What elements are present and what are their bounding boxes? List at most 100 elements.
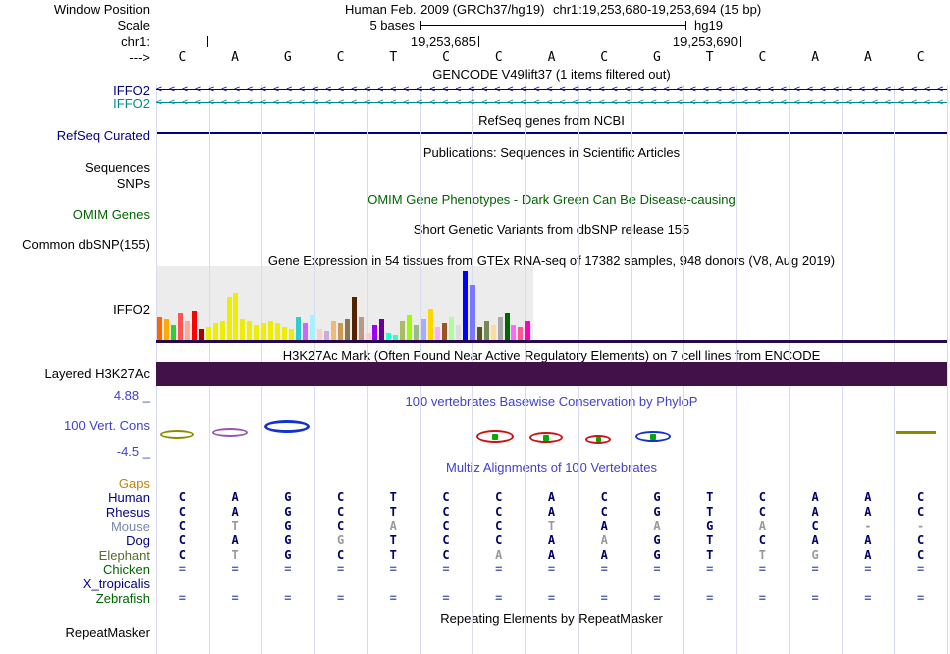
gtex-expression-bar[interactable] bbox=[421, 319, 427, 341]
gtex-expression-bar[interactable] bbox=[337, 323, 343, 341]
gtex-expression-bar[interactable] bbox=[428, 309, 434, 341]
gtex-expression-bar[interactable] bbox=[504, 313, 510, 341]
gtex-expression-bar[interactable] bbox=[170, 325, 176, 341]
gtex-expression-bar[interactable] bbox=[455, 325, 461, 341]
gtex-expression-bar[interactable] bbox=[365, 333, 371, 341]
gtex-expression-bar[interactable] bbox=[226, 297, 232, 341]
sequences-track-label[interactable]: Sequences bbox=[84, 160, 150, 175]
gtex-expression-bar[interactable] bbox=[462, 271, 468, 341]
gtex-expression-bar[interactable] bbox=[407, 315, 413, 341]
gtex-gene-label[interactable]: IFFO2 bbox=[113, 302, 150, 317]
snps-track-label[interactable]: SNPs bbox=[116, 176, 150, 191]
gtex-expression-bar[interactable] bbox=[483, 321, 489, 341]
gtex-expression-bar[interactable] bbox=[344, 319, 350, 341]
species-label-rhesus[interactable]: Rhesus bbox=[105, 505, 150, 520]
gene-label-iffo2-1[interactable]: IFFO2 bbox=[113, 83, 150, 98]
gtex-expression-bar[interactable] bbox=[476, 327, 482, 341]
alignment-base: A bbox=[811, 490, 819, 504]
h3k27ac-signal-band[interactable] bbox=[156, 362, 947, 386]
ruler-coord-right: 19,253,690 bbox=[672, 34, 738, 49]
species-label-elephant[interactable]: Elephant bbox=[98, 548, 150, 563]
gene-body-line[interactable] bbox=[156, 89, 947, 90]
gtex-expression-bar[interactable] bbox=[525, 321, 531, 341]
alignment-base: = bbox=[336, 591, 345, 605]
gtex-expression-bar[interactable] bbox=[219, 321, 225, 341]
gene-strand-arrows[interactable]: <<<<<<<<<<<<<<<<<<<<<<<<<<<<<<<<<<<<<<<<… bbox=[156, 97, 947, 108]
repeatmasker-track-label[interactable]: RepeatMasker bbox=[65, 625, 150, 640]
gene-body-line[interactable] bbox=[156, 102, 947, 103]
alignment-base: T bbox=[706, 548, 714, 562]
refseq-curated-label[interactable]: RefSeq Curated bbox=[56, 128, 150, 143]
gtex-expression-bar[interactable] bbox=[261, 323, 267, 341]
species-label-chicken[interactable]: Chicken bbox=[103, 562, 150, 577]
gtex-expression-bar[interactable] bbox=[358, 317, 364, 341]
gtex-expression-bar[interactable] bbox=[400, 321, 406, 341]
gtex-expression-bar[interactable] bbox=[296, 317, 301, 341]
alignment-base: = bbox=[231, 591, 239, 605]
gtex-expression-bar[interactable] bbox=[316, 329, 322, 341]
species-label-dog[interactable]: Dog bbox=[126, 533, 150, 548]
alignment-base: = bbox=[389, 591, 397, 605]
gtex-expression-bar[interactable] bbox=[372, 325, 378, 341]
gtex-expression-bar[interactable] bbox=[247, 321, 253, 341]
chrom-label: chr1: bbox=[121, 34, 150, 49]
gtex-expression-bar[interactable] bbox=[233, 293, 239, 341]
gtex-expression-bar[interactable] bbox=[184, 321, 190, 341]
phylop-track-label[interactable]: 100 Vert. Cons bbox=[64, 418, 150, 433]
dbsnp-track-label[interactable]: Common dbSNP(155) bbox=[22, 237, 150, 252]
ruler-tick bbox=[207, 36, 208, 47]
species-label-mouse[interactable]: Mouse bbox=[110, 519, 150, 534]
gtex-expression-bar[interactable] bbox=[497, 317, 503, 341]
gtex-expression-bar[interactable] bbox=[275, 323, 281, 341]
gtex-expression-bar[interactable] bbox=[205, 327, 211, 341]
species-label-human[interactable]: Human bbox=[108, 490, 150, 505]
gtex-expression-bar[interactable] bbox=[490, 325, 496, 341]
alignment-base: C bbox=[178, 490, 186, 504]
alignment-base: G bbox=[653, 490, 661, 504]
gtex-expression-bar[interactable] bbox=[163, 319, 169, 341]
gtex-expression-bar[interactable] bbox=[469, 285, 475, 341]
sequence-base: C bbox=[336, 50, 345, 65]
gtex-expression-bar[interactable] bbox=[441, 323, 447, 341]
gtex-expression-bar[interactable] bbox=[323, 331, 329, 341]
gtex-expression-bar[interactable] bbox=[157, 317, 162, 341]
alignment-base: C bbox=[442, 519, 450, 533]
gene-label-iffo2-2[interactable]: IFFO2 bbox=[113, 96, 150, 111]
alignment-base: C bbox=[917, 505, 925, 519]
gtex-expression-bar[interactable] bbox=[351, 297, 357, 341]
gtex-expression-bar[interactable] bbox=[177, 313, 183, 341]
gtex-expression-bar[interactable] bbox=[254, 325, 260, 341]
gtex-expression-bar[interactable] bbox=[268, 321, 274, 341]
refseq-gene-bar[interactable] bbox=[156, 132, 947, 134]
gtex-expression-bar[interactable] bbox=[511, 325, 517, 341]
gtex-expression-bar[interactable] bbox=[448, 317, 454, 341]
gtex-expression-bar[interactable] bbox=[435, 327, 440, 341]
gtex-expression-bar[interactable] bbox=[212, 323, 218, 341]
gene-strand-arrows[interactable]: <<<<<<<<<<<<<<<<<<<<<<<<<<<<<<<<<<<<<<<<… bbox=[156, 84, 947, 95]
h3k27ac-title: H3K27Ac Mark (Often Found Near Active Re… bbox=[282, 348, 821, 363]
gtex-expression-bar[interactable] bbox=[289, 329, 295, 341]
h3k27ac-track-label[interactable]: Layered H3K27Ac bbox=[44, 366, 150, 381]
gtex-expression-bar[interactable] bbox=[393, 335, 399, 341]
publications-title: Publications: Sequences in Scientific Ar… bbox=[422, 145, 681, 160]
species-label-gaps[interactable]: Gaps bbox=[118, 476, 150, 491]
gtex-expression-bar[interactable] bbox=[198, 329, 204, 341]
gtex-expression-bar[interactable] bbox=[518, 327, 524, 341]
gtex-expression-bar[interactable] bbox=[309, 315, 315, 341]
gtex-expression-bar[interactable] bbox=[191, 311, 197, 341]
gtex-expression-bar[interactable] bbox=[386, 333, 392, 341]
gtex-expression-bar[interactable] bbox=[330, 321, 336, 341]
gtex-expression-bar[interactable] bbox=[282, 327, 288, 341]
gtex-expression-bar[interactable] bbox=[414, 325, 420, 341]
gtex-expression-bar[interactable] bbox=[379, 319, 385, 341]
alignment-base: C bbox=[495, 533, 503, 547]
omim-genes-label[interactable]: OMIM Genes bbox=[72, 207, 150, 222]
species-label-zebrafish[interactable]: Zebrafish bbox=[95, 591, 150, 606]
gtex-expression-bar[interactable] bbox=[302, 323, 308, 341]
alignment-base: T bbox=[231, 548, 239, 562]
species-label-x_tropicalis[interactable]: X_tropicalis bbox=[82, 576, 150, 591]
gtex-expression-bar[interactable] bbox=[240, 319, 246, 341]
alignment-base: = bbox=[864, 562, 872, 576]
sequence-base: C bbox=[758, 50, 767, 65]
sequence-base: G bbox=[653, 50, 661, 65]
